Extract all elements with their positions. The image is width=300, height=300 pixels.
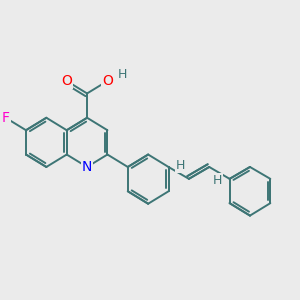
Text: O: O — [102, 74, 113, 88]
Text: H: H — [176, 159, 186, 172]
Text: H: H — [118, 68, 128, 81]
Text: H: H — [212, 174, 222, 187]
Text: O: O — [61, 74, 72, 88]
Text: F: F — [2, 111, 10, 125]
Text: N: N — [82, 160, 92, 174]
